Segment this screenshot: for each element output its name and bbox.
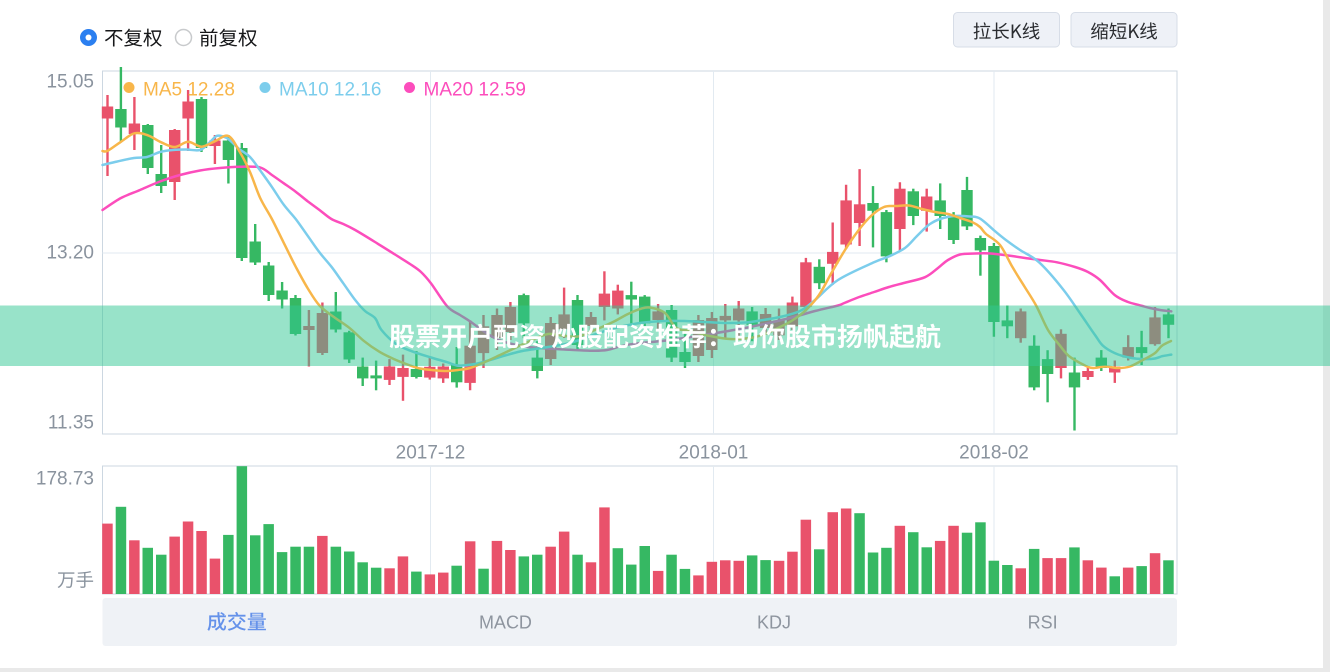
svg-text:2017-12: 2017-12 <box>396 443 466 464</box>
svg-text:MA20 12.59: MA20 12.59 <box>424 79 526 100</box>
svg-text:MACD: MACD <box>479 613 532 633</box>
svg-text:11.35: 11.35 <box>48 412 94 433</box>
svg-text:KDJ: KDJ <box>757 613 791 633</box>
svg-text:15.05: 15.05 <box>46 71 94 92</box>
svg-text:MA5 12.28: MA5 12.28 <box>143 79 235 100</box>
svg-text:MA10 12.16: MA10 12.16 <box>279 79 381 100</box>
svg-text:178.73: 178.73 <box>36 468 94 489</box>
svg-text:13.20: 13.20 <box>46 242 94 263</box>
svg-text:2018-01: 2018-01 <box>679 443 749 464</box>
svg-text:2018-02: 2018-02 <box>959 443 1029 464</box>
svg-text:RSI: RSI <box>1028 613 1058 633</box>
